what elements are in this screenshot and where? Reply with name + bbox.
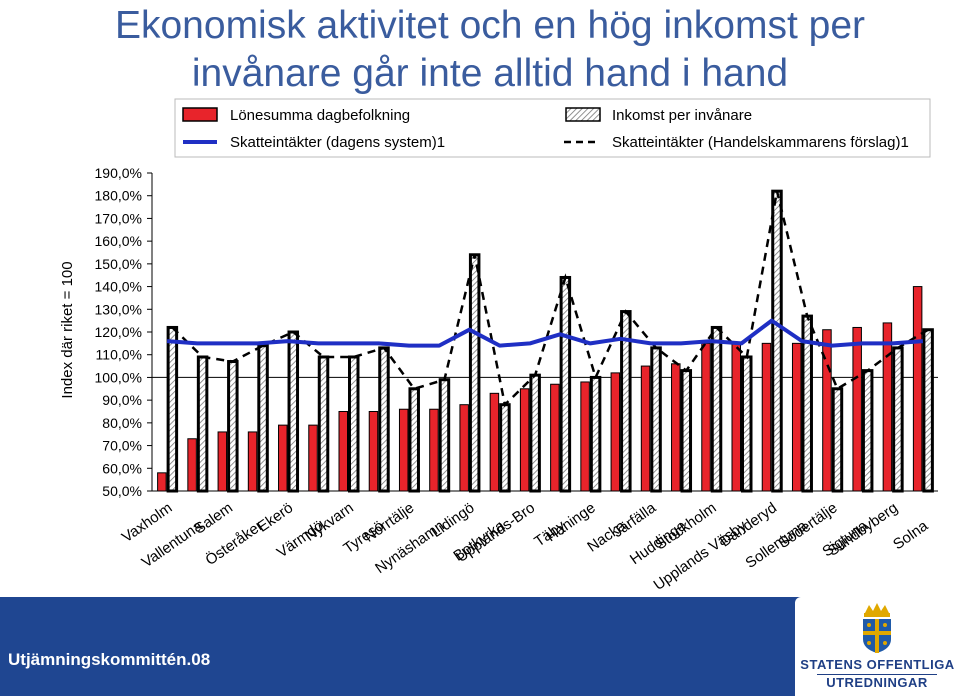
- bar-lonesumma: [489, 392, 500, 492]
- bar-inkomst: [559, 275, 572, 493]
- bar-lonesumma: [519, 388, 530, 492]
- y-tick-label: 150,0%: [95, 256, 142, 272]
- bar-lonesumma: [882, 322, 893, 492]
- title-line-1: Ekonomisk aktivitet och en hög inkomst p…: [114, 4, 866, 47]
- bar-lonesumma: [187, 438, 197, 492]
- bar-inkomst: [227, 360, 239, 493]
- bar-lonesumma: [459, 404, 469, 492]
- bar-inkomst: [287, 330, 300, 493]
- bar-lonesumma: [822, 329, 832, 492]
- bar-inkomst: [378, 346, 390, 493]
- bar-inkomst: [317, 355, 330, 493]
- bar-lonesumma: [610, 372, 621, 492]
- y-tick-label: 180,0%: [95, 188, 142, 204]
- bar-lonesumma: [671, 363, 681, 492]
- sou-logo: STATENS OFFENTLIGA UTREDNINGAR: [795, 597, 960, 696]
- bar-lonesumma: [640, 365, 651, 492]
- bar-lonesumma: [550, 383, 560, 492]
- y-tick-label: 130,0%: [95, 301, 142, 317]
- bar-lonesumma: [731, 342, 741, 492]
- x-tick-label: Salem: [191, 499, 236, 537]
- title-line-2: invånare går inte alltid hand i hand: [191, 52, 789, 95]
- bar-inkomst: [892, 346, 904, 493]
- bar-inkomst: [922, 328, 934, 493]
- bar-inkomst: [166, 325, 179, 493]
- y-tick-label: 110,0%: [96, 347, 142, 363]
- bar-inkomst: [589, 375, 602, 493]
- bar-lonesumma: [368, 411, 379, 492]
- crown-shield-icon: [863, 603, 891, 653]
- legend-box: [174, 98, 931, 158]
- plot-area: [152, 189, 938, 493]
- bar-inkomst: [741, 355, 753, 493]
- y-tick-label: 170,0%: [95, 210, 142, 226]
- bar-inkomst: [710, 325, 723, 493]
- y-tick-label: 80,0%: [102, 415, 142, 431]
- legend-swatch-hatched-bar: [565, 107, 601, 122]
- y-tick-label: 90,0%: [102, 392, 142, 408]
- legend-swatch-red-bar: [182, 107, 218, 122]
- x-tick-label: Solna: [890, 517, 932, 553]
- bar-inkomst: [680, 369, 693, 493]
- logo-line-1: STATENS OFFENTLIGA: [800, 657, 955, 672]
- y-tick-label: 140,0%: [95, 279, 142, 295]
- y-tick-label: 120,0%: [95, 324, 142, 340]
- footer-text: Utjämningskommittén.08: [8, 650, 211, 669]
- bar-lonesumma: [247, 431, 258, 492]
- bar-inkomst: [438, 378, 451, 493]
- bar-lonesumma: [429, 408, 439, 492]
- bar-inkomst: [861, 369, 874, 493]
- bar-lonesumma: [761, 342, 772, 492]
- bar-inkomst: [196, 355, 209, 493]
- legend-label: Skatteintäkter (dagens system)1: [230, 134, 445, 151]
- series-line-handelskammaren: [171, 190, 929, 408]
- bar-lonesumma: [157, 472, 167, 492]
- logo-line-2: UTREDNINGAR: [817, 674, 937, 690]
- y-tick-label: 70,0%: [102, 438, 142, 454]
- bar-inkomst: [257, 344, 269, 493]
- bar-lonesumma: [278, 424, 288, 492]
- y-tick-label: 190,0%: [95, 165, 142, 181]
- legend-label: Skatteintäkter (Handelskammarens förslag…: [612, 134, 909, 151]
- bar-inkomst: [348, 355, 360, 493]
- bar-inkomst: [650, 346, 662, 493]
- chart: Lönesumma dagbefolkning Inkomst per invån…: [59, 98, 938, 594]
- legend-label: Lönesumma dagbefolkning: [230, 107, 410, 124]
- y-axis: 50,0% 60,0% 70,0% 80,0% 90,0% 100,0% 110,0% 120…: [59, 165, 153, 499]
- y-tick-label: 60,0%: [102, 460, 142, 476]
- bar-lonesumma: [701, 342, 711, 492]
- bar-inkomst: [499, 403, 511, 493]
- legend: Lönesumma dagbefolkning Inkomst per invån…: [174, 98, 931, 158]
- bar-inkomst: [529, 373, 541, 493]
- bar-inkomst: [831, 387, 844, 493]
- bar-inkomst: [408, 387, 420, 493]
- bar-inkomst: [771, 189, 783, 493]
- bar-lonesumma: [398, 408, 409, 492]
- page-title: Ekonomisk aktivitet och en hög inkomst p…: [0, 2, 960, 98]
- x-tick-label: Ekerö: [254, 499, 296, 535]
- y-axis-label: Index där riket = 100: [59, 261, 76, 398]
- y-tick-label: 100,0%: [95, 369, 142, 385]
- legend-label: Inkomst per invånare: [612, 107, 752, 124]
- y-tick-label: 50,0%: [102, 483, 142, 499]
- bar-lonesumma: [217, 431, 228, 492]
- x-axis: VaxholmVallentunaSalemÖsteråkerEkeröVärm…: [119, 499, 932, 594]
- y-tick-label: 160,0%: [95, 233, 142, 249]
- series-line-skatteintakter: [166, 318, 924, 348]
- bar-lonesumma: [852, 326, 862, 492]
- bar-lonesumma: [912, 286, 923, 492]
- bar-lonesumma: [791, 342, 802, 492]
- bar-lonesumma: [580, 381, 590, 492]
- bar-inkomst: [468, 253, 481, 493]
- bar-lonesumma: [308, 424, 318, 492]
- bar-lonesumma: [338, 411, 348, 492]
